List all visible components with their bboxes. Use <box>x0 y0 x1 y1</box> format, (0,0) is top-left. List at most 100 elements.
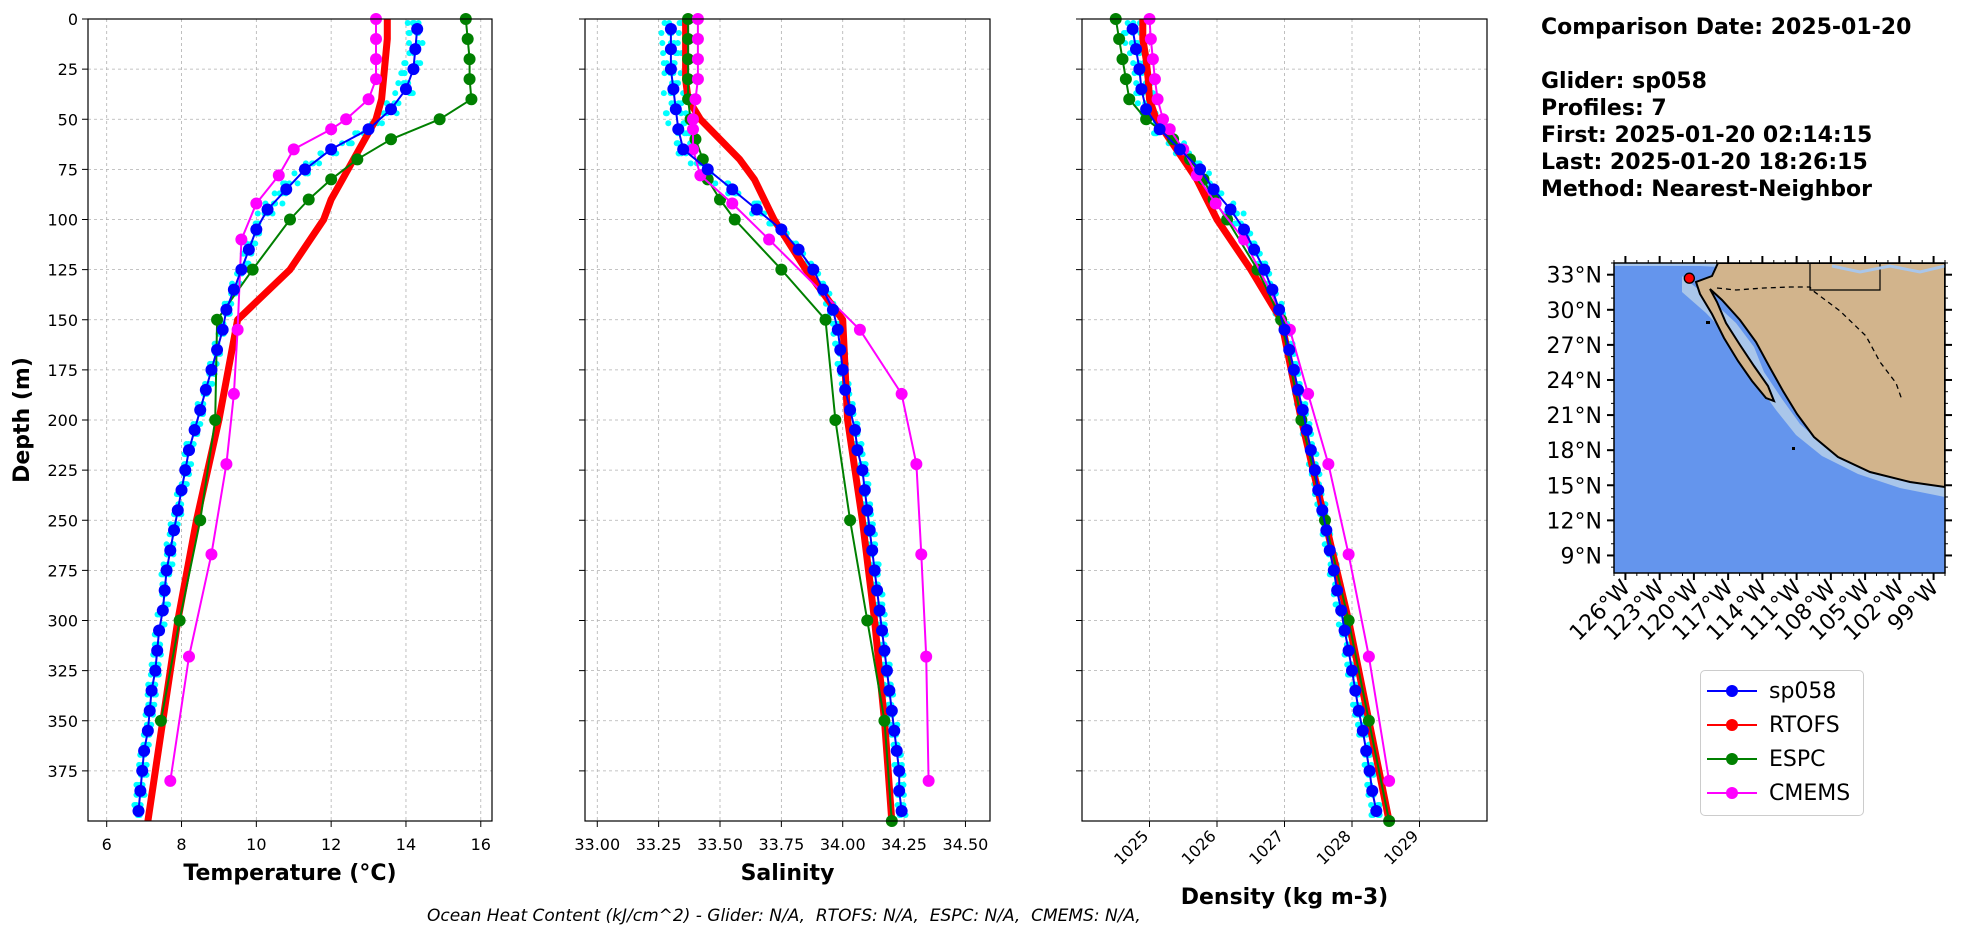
data-point-sp058 <box>1140 103 1153 116</box>
profile-panel-2: 33.00 33.25 33.50 33.75 34.00 34.25 34.50 Salin… <box>574 13 991 886</box>
data-point-sp058 <box>411 23 424 36</box>
y-tick-label: 200 <box>47 411 78 430</box>
data-point-sp058 <box>153 624 166 637</box>
raw-profile-point <box>665 120 672 127</box>
data-point-sp058 <box>141 724 154 737</box>
profile-panel-3: 1025 1026 1027 1028 1029 Density (kg m-3) <box>1076 13 1488 910</box>
data-point-sp058 <box>836 363 849 376</box>
map-lat-label: 15°N <box>1547 474 1602 499</box>
data-point-sp058 <box>199 383 212 396</box>
raw-profile-point <box>1240 210 1247 217</box>
raw-profile-point <box>417 60 424 67</box>
map-lat-label: 18°N <box>1547 439 1602 464</box>
series-line-rtofs <box>144 19 391 822</box>
x-tick-label: 1028 <box>1313 826 1355 868</box>
data-point-cmems <box>231 323 244 336</box>
y-tick-label: 50 <box>58 110 78 129</box>
data-point-cmems <box>1148 73 1161 86</box>
data-point-sp058 <box>858 484 871 497</box>
data-point-cmems <box>691 33 704 46</box>
data-point-espc <box>1113 33 1126 46</box>
data-point-espc <box>463 53 476 66</box>
data-point-sp058 <box>1338 624 1351 637</box>
series-cmems <box>687 13 935 787</box>
data-point-cmems <box>370 53 383 66</box>
data-point-sp058 <box>1258 263 1271 276</box>
data-point-sp058 <box>188 424 201 437</box>
data-point-sp058 <box>250 223 263 236</box>
data-point-sp058 <box>1153 123 1166 136</box>
map-frame <box>1613 262 1946 574</box>
data-point-sp058 <box>164 544 177 557</box>
data-point-sp058 <box>280 183 293 196</box>
data-point-espc <box>682 73 695 86</box>
data-point-sp058 <box>885 704 898 717</box>
data-point-espc <box>194 514 207 527</box>
raw-profile-point <box>663 110 670 117</box>
data-point-cmems <box>853 323 866 336</box>
data-point-sp058 <box>407 63 420 76</box>
y-tick-label: 125 <box>47 261 78 280</box>
data-point-espc <box>465 93 478 106</box>
data-point-sp058 <box>863 524 876 537</box>
data-point-sp058 <box>1349 684 1362 697</box>
raw-profile-point <box>659 40 666 47</box>
grid <box>88 18 492 821</box>
legend-label: RTOFS <box>1769 712 1840 738</box>
interp-method: Method: Nearest-Neighbor <box>1541 177 1872 202</box>
y-tick-label: 350 <box>47 712 78 731</box>
series-line-sp058 <box>137 28 419 812</box>
data-point-sp058 <box>261 203 274 216</box>
data-point-sp058 <box>171 504 184 517</box>
data-point-cmems <box>370 73 383 86</box>
series-sp058 <box>1126 23 1383 817</box>
map-island <box>1792 447 1795 450</box>
raw-profile-point <box>687 160 694 167</box>
data-point-sp058 <box>1370 804 1383 817</box>
series-cmems <box>1143 13 1396 787</box>
data-point-sp058 <box>878 644 891 657</box>
data-point-sp058 <box>893 784 906 797</box>
glider-name: Glider: sp058 <box>1541 69 1707 94</box>
series-sp058 <box>664 23 908 817</box>
raw-profile-point <box>661 20 668 27</box>
raw-profile-point <box>402 60 409 67</box>
data-point-cmems <box>250 197 263 210</box>
data-point-sp058 <box>726 183 739 196</box>
data-point-sp058 <box>145 684 158 697</box>
data-point-sp058 <box>839 383 852 396</box>
data-point-sp058 <box>1266 283 1279 296</box>
data-point-sp058 <box>1331 584 1344 597</box>
y-tick-label: 175 <box>47 361 78 380</box>
data-point-sp058 <box>1327 564 1340 577</box>
data-point-sp058 <box>851 444 864 457</box>
last-time: Last: 2025-01-20 18:26:15 <box>1541 150 1868 175</box>
data-point-cmems <box>1163 123 1176 136</box>
data-point-sp058 <box>880 664 893 677</box>
raw-profile-point <box>1218 190 1225 197</box>
x-tick-label: 1026 <box>1178 826 1220 868</box>
x-tick-label: 10 <box>246 835 266 854</box>
data-point-sp058 <box>227 283 240 296</box>
map-lat-label: 24°N <box>1547 369 1602 394</box>
comparison-date: Comparison Date: 2025-01-20 <box>1541 15 1912 40</box>
y-tick-label: 100 <box>47 211 78 230</box>
raw-profile-point <box>404 20 411 27</box>
data-point-cmems <box>205 548 218 561</box>
raw-profile-point <box>294 180 301 187</box>
data-point-sp058 <box>873 604 886 617</box>
x-tick-label: 33.00 <box>574 835 620 854</box>
map-us-states <box>1809 263 1881 291</box>
data-point-sp058 <box>849 424 861 437</box>
series-cmems <box>164 13 383 787</box>
data-point-espc <box>682 53 695 66</box>
data-point-espc <box>463 73 476 86</box>
raw-profile-point <box>378 120 385 127</box>
data-point-sp058 <box>826 303 839 316</box>
legend-item-rtofs: RTOFS <box>1701 708 1840 742</box>
location-map: 33°N30°N27°N24°N21°N18°N15°N12°N9°N126°W… <box>1547 256 1952 646</box>
x-tick-label: 8 <box>176 835 186 854</box>
data-point-sp058 <box>1320 524 1333 537</box>
raw-profiles <box>131 20 426 818</box>
data-point-cmems <box>726 197 739 210</box>
